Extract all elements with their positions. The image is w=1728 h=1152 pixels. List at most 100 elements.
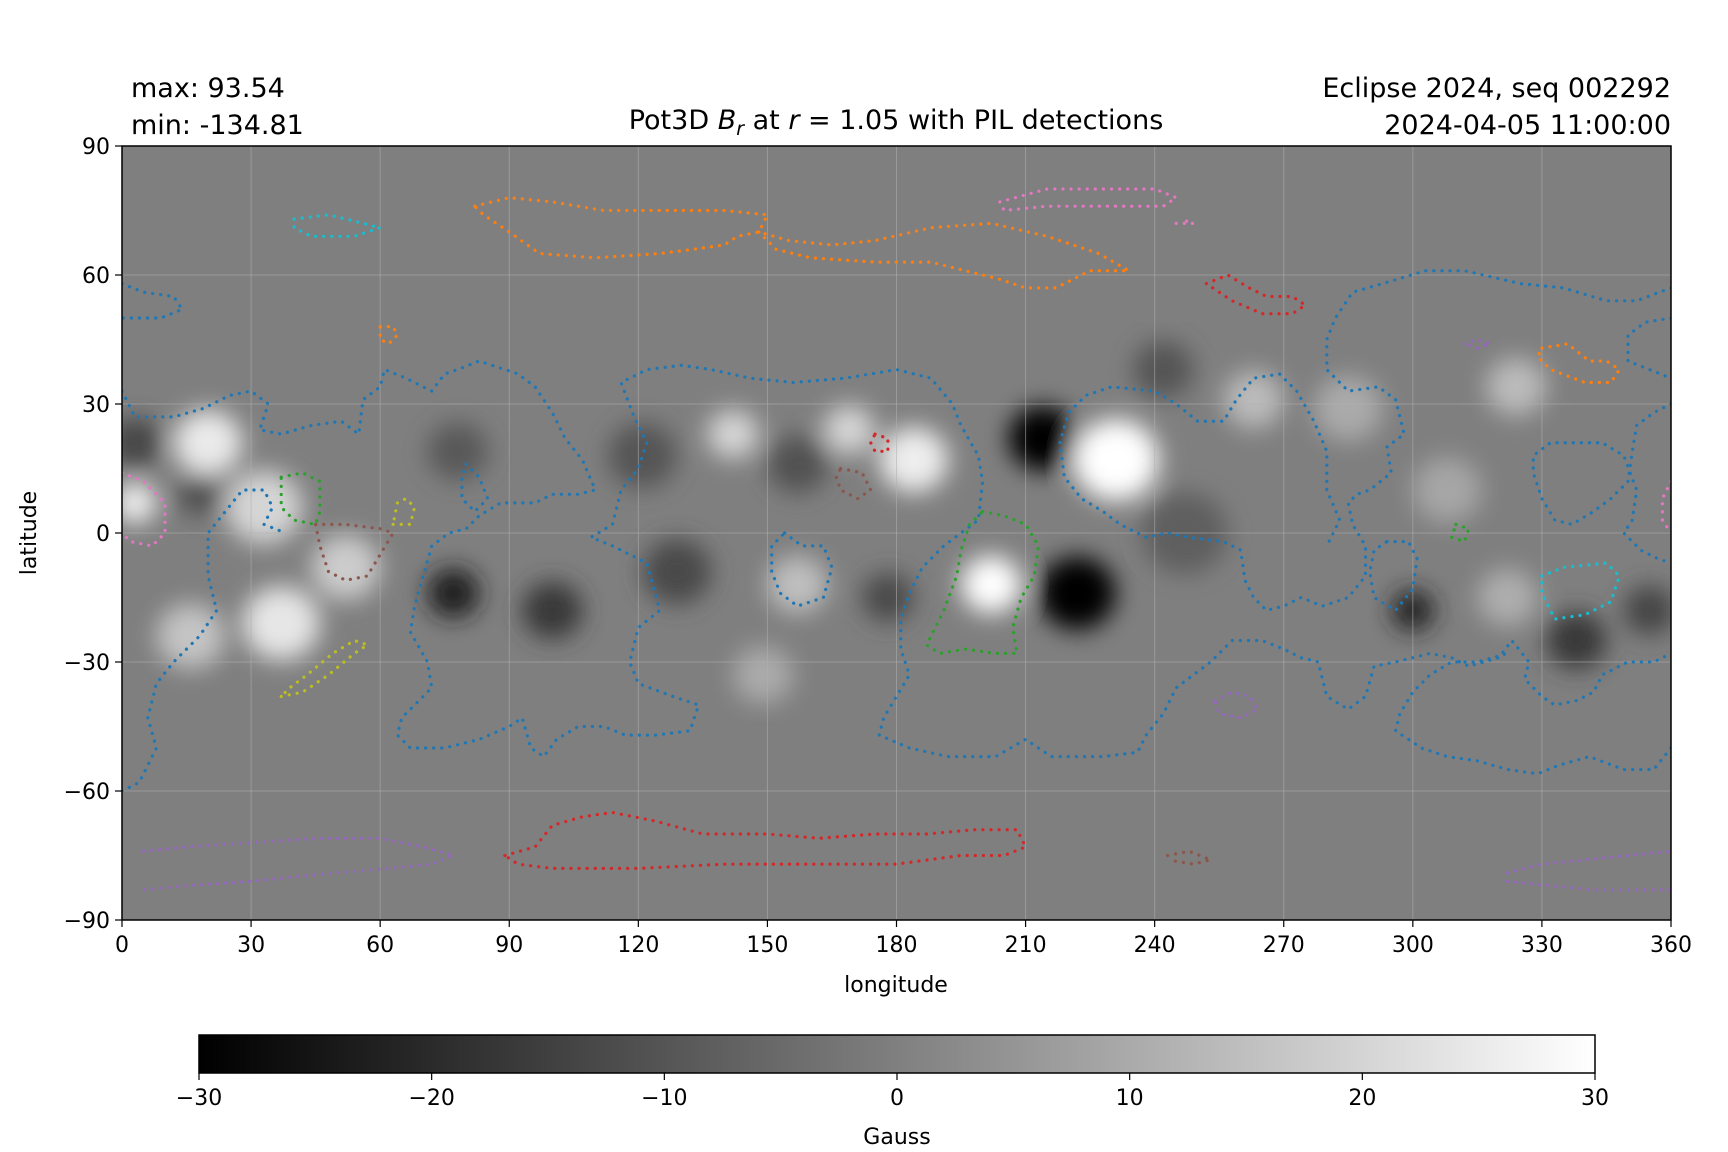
field-blob bbox=[122, 418, 161, 468]
field-blob bbox=[1623, 585, 1671, 635]
pil-contour bbox=[122, 471, 167, 548]
field-blob bbox=[707, 409, 759, 459]
pil-contour bbox=[1536, 342, 1621, 385]
pil-contour bbox=[1204, 273, 1307, 316]
x-tick-label: 60 bbox=[366, 933, 394, 958]
pil-contour bbox=[1660, 479, 1671, 535]
pil-contour bbox=[1462, 337, 1492, 350]
colorbar-tick-label: 0 bbox=[890, 1086, 904, 1111]
field-blob bbox=[961, 555, 1022, 614]
pil-contour bbox=[1166, 849, 1213, 866]
y-tick-label: 60 bbox=[82, 264, 110, 289]
pil-contour bbox=[1505, 849, 1671, 875]
x-tick-label: 120 bbox=[617, 933, 659, 958]
x-tick-label: 0 bbox=[115, 933, 129, 958]
colorbar-tick-label: −10 bbox=[641, 1086, 687, 1111]
field-blob bbox=[1485, 358, 1547, 416]
field-blob bbox=[862, 572, 914, 623]
x-tick-label: 90 bbox=[495, 933, 523, 958]
x-tick-label: 300 bbox=[1392, 933, 1434, 958]
pil-contour bbox=[1174, 217, 1195, 225]
min-label: min: -134.81 bbox=[131, 110, 304, 141]
x-tick-label: 360 bbox=[1650, 933, 1692, 958]
pil-contour bbox=[1450, 522, 1471, 544]
pil-contour bbox=[1368, 540, 1419, 612]
field-blob bbox=[1133, 340, 1194, 399]
field-blob bbox=[767, 555, 828, 614]
field-blob bbox=[1038, 556, 1116, 630]
grid bbox=[122, 146, 1671, 920]
pil-contour bbox=[1531, 402, 1671, 565]
pil-contour bbox=[869, 432, 890, 453]
y-tick-label: 30 bbox=[82, 393, 110, 418]
pil-contour bbox=[757, 221, 1131, 290]
field-blob bbox=[1546, 611, 1607, 670]
field-blob bbox=[823, 405, 875, 455]
field-blob bbox=[879, 427, 949, 493]
pil-contour bbox=[279, 471, 322, 526]
field-blob bbox=[1412, 457, 1482, 523]
x-tick-label: 270 bbox=[1263, 933, 1305, 958]
event-label: Eclipse 2024, seq 002292 bbox=[1322, 73, 1671, 104]
pil-contour bbox=[292, 213, 382, 238]
field-blob bbox=[427, 422, 488, 480]
field-blob bbox=[1313, 375, 1383, 442]
x-tick-label: 240 bbox=[1134, 933, 1176, 958]
pil-contour bbox=[122, 488, 288, 793]
field-blob bbox=[608, 422, 678, 489]
pil-contours bbox=[122, 187, 1671, 892]
field-blob bbox=[732, 646, 794, 704]
field-blob bbox=[1223, 371, 1284, 429]
y-tick-label: 90 bbox=[82, 135, 110, 160]
pil-contour bbox=[1540, 561, 1621, 621]
field-blob bbox=[767, 435, 828, 493]
y-axis-label: latitude bbox=[17, 491, 42, 575]
pil-contour bbox=[998, 187, 1178, 213]
timestamp-label: 2024-04-05 11:00:00 bbox=[1384, 110, 1671, 141]
pil-contour bbox=[1394, 651, 1671, 776]
pil-contour bbox=[473, 196, 769, 260]
x-axis-label: longitude bbox=[844, 973, 948, 998]
field-blob bbox=[1477, 568, 1538, 627]
x-tick-label: 330 bbox=[1521, 933, 1563, 958]
colorbar-ticks: −30 −20 −10 0 10 20 30 bbox=[176, 1073, 1609, 1111]
pil-contour bbox=[279, 638, 369, 698]
colorbar-tick-label: 10 bbox=[1116, 1086, 1144, 1111]
field-blob bbox=[1008, 405, 1078, 472]
field-blob bbox=[522, 581, 583, 640]
chart-title: Pot3D Br at r = 1.05 with PIL detections bbox=[629, 105, 1164, 140]
field-blob bbox=[1072, 419, 1159, 501]
pil-contour bbox=[770, 531, 834, 608]
colorbar-tick-label: −20 bbox=[408, 1086, 454, 1111]
field-blob bbox=[122, 482, 157, 524]
colorbar bbox=[198, 1034, 1596, 1074]
y-tick-label: 0 bbox=[96, 522, 110, 547]
colorbar-tick-label: 20 bbox=[1348, 1086, 1376, 1111]
y-tick-label: −90 bbox=[64, 909, 110, 934]
field-blob bbox=[242, 586, 320, 661]
field-blob bbox=[427, 568, 480, 618]
pil-contour bbox=[1058, 269, 1671, 612]
y-tick-label: −60 bbox=[64, 780, 110, 805]
field-blob bbox=[642, 538, 712, 605]
field-blob bbox=[177, 473, 221, 515]
pil-contour bbox=[122, 359, 1671, 759]
x-tick-label: 210 bbox=[1005, 933, 1047, 958]
colorbar-tick-label: −30 bbox=[176, 1086, 222, 1111]
field-blob bbox=[156, 603, 226, 669]
y-axis-ticks: −90 −60 −30 0 30 60 90 bbox=[64, 135, 122, 934]
x-tick-label: 30 bbox=[237, 933, 265, 958]
x-tick-label: 150 bbox=[746, 933, 788, 958]
pil-contour bbox=[834, 466, 873, 501]
pil-contour bbox=[141, 836, 455, 892]
colorbar-tick-label: 30 bbox=[1581, 1086, 1609, 1111]
y-tick-label: −30 bbox=[64, 651, 110, 676]
field-blob bbox=[173, 409, 243, 476]
pil-contour bbox=[391, 497, 417, 526]
x-axis-ticks: 0 30 60 90 120 150 180 210 240 270 300 330 360 bbox=[115, 920, 1692, 958]
colorbar-label: Gauss bbox=[863, 1125, 930, 1150]
x-tick-label: 180 bbox=[876, 933, 918, 958]
field-blob bbox=[225, 470, 303, 544]
field-blob bbox=[311, 534, 381, 601]
